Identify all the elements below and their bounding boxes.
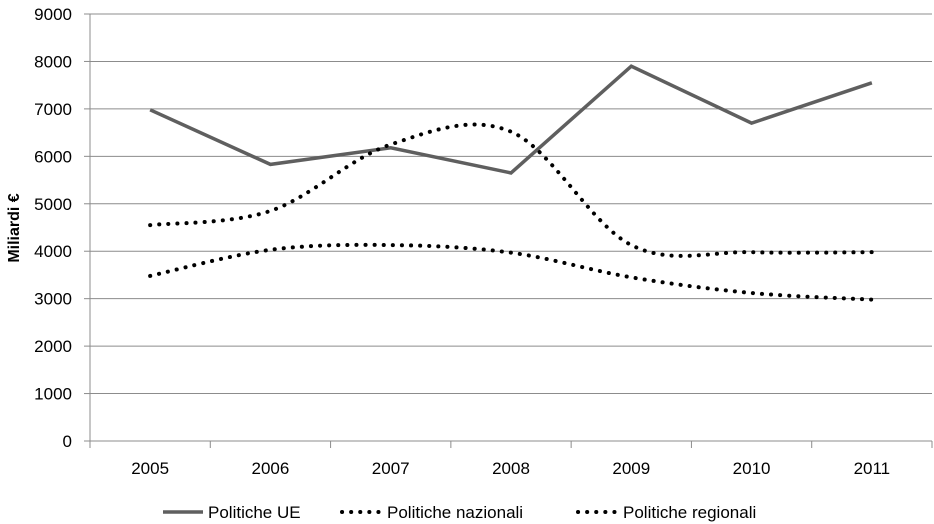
legend-label-1: Politiche nazionali xyxy=(387,503,523,522)
y-tick-label-9000: 9000 xyxy=(34,5,72,24)
x-tick-label-2006: 2006 xyxy=(252,459,290,478)
legend-label-0: Politiche UE xyxy=(208,503,301,522)
axes xyxy=(84,13,933,448)
x-tick-label-2011: 2011 xyxy=(854,459,891,478)
y-tick-label-4000: 4000 xyxy=(34,242,72,261)
x-tick-label-2009: 2009 xyxy=(612,459,650,478)
y-tick-label-1000: 1000 xyxy=(34,385,72,404)
y-tick-label-0: 0 xyxy=(63,432,72,451)
x-tick-label-2007: 2007 xyxy=(372,459,410,478)
legend-label-2: Politiche regionali xyxy=(623,503,756,522)
y-axis-label: Miliardi € xyxy=(6,193,23,262)
y-tick-label-3000: 3000 xyxy=(34,290,72,309)
series-lines xyxy=(148,64,874,302)
series-line-1 xyxy=(148,122,874,258)
y-tick-label-2000: 2000 xyxy=(34,337,72,356)
y-tick-labels: 0 1000 2000 3000 4000 5000 6000 7000 8000 9000 xyxy=(34,5,72,451)
x-tick-label-2008: 2008 xyxy=(492,459,530,478)
x-tick-labels: 2005 2006 2007 2008 2009 2010 2011 xyxy=(131,459,890,478)
y-tick-label-6000: 6000 xyxy=(34,147,72,166)
series-line-0 xyxy=(149,64,873,175)
x-tick-label-2005: 2005 xyxy=(131,459,169,478)
series-line-2 xyxy=(148,242,874,302)
y-tick-label-5000: 5000 xyxy=(34,195,72,214)
x-tick-label-2010: 2010 xyxy=(733,459,771,478)
legend: Politiche UE Politiche nazionali Politiche… xyxy=(163,503,756,522)
gridlines xyxy=(90,13,932,395)
y-tick-label-7000: 7000 xyxy=(34,100,72,119)
y-tick-label-8000: 8000 xyxy=(34,52,72,71)
